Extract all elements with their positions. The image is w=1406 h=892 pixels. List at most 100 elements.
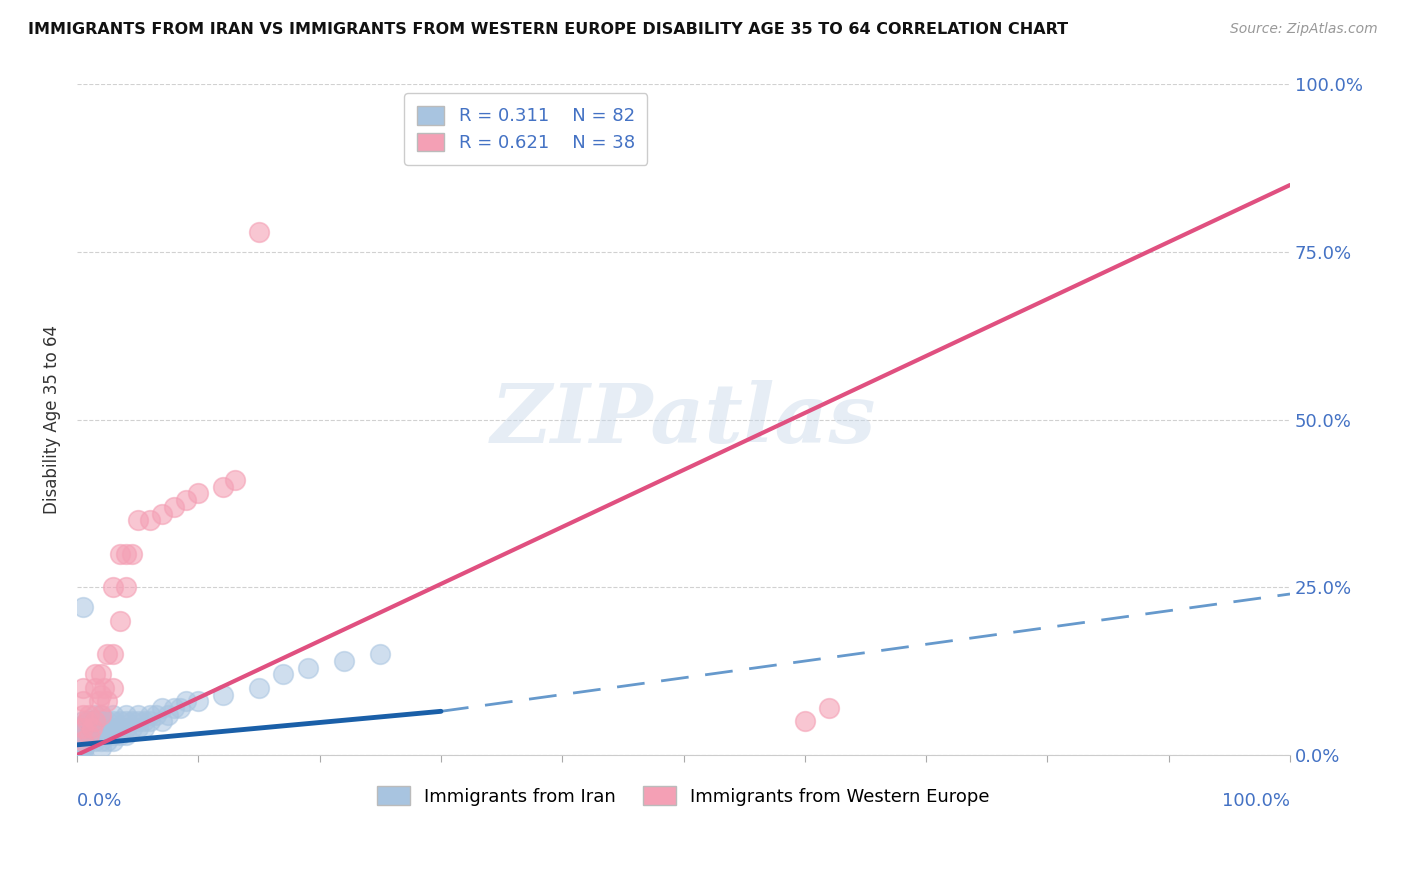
Point <box>87 728 110 742</box>
Point <box>80 721 103 735</box>
Point <box>84 681 107 695</box>
Point <box>818 701 841 715</box>
Point <box>93 681 115 695</box>
Point <box>103 734 125 748</box>
Text: IMMIGRANTS FROM IRAN VS IMMIGRANTS FROM WESTERN EUROPE DISABILITY AGE 35 TO 64 C: IMMIGRANTS FROM IRAN VS IMMIGRANTS FROM … <box>28 22 1069 37</box>
Point <box>150 507 173 521</box>
Point <box>90 688 112 702</box>
Point <box>114 547 136 561</box>
Point <box>90 721 112 735</box>
Point <box>87 714 110 729</box>
Point <box>211 688 233 702</box>
Point <box>72 739 94 754</box>
Point <box>108 614 131 628</box>
Point <box>72 738 94 752</box>
Point <box>108 714 131 729</box>
Point <box>72 745 94 759</box>
Point <box>72 731 94 746</box>
Point <box>84 728 107 742</box>
Point <box>84 714 107 729</box>
Point <box>224 473 246 487</box>
Point <box>96 648 118 662</box>
Point <box>72 681 94 695</box>
Point <box>80 721 103 735</box>
Point <box>90 728 112 742</box>
Point <box>96 734 118 748</box>
Point <box>211 480 233 494</box>
Point <box>72 734 94 748</box>
Point <box>84 707 107 722</box>
Point <box>77 707 100 722</box>
Point <box>72 694 94 708</box>
Point <box>114 714 136 729</box>
Point <box>90 707 112 722</box>
Point <box>114 721 136 735</box>
Point <box>96 728 118 742</box>
Point <box>72 743 94 757</box>
Point <box>96 714 118 729</box>
Point <box>90 707 112 722</box>
Point <box>145 707 167 722</box>
Point <box>169 701 191 715</box>
Point <box>72 714 94 729</box>
Point <box>139 513 162 527</box>
Point <box>72 721 94 735</box>
Point <box>93 728 115 742</box>
Point <box>127 513 149 527</box>
Point <box>72 734 94 748</box>
Point <box>333 654 356 668</box>
Point <box>77 734 100 748</box>
Point <box>103 681 125 695</box>
Point <box>84 721 107 735</box>
Point <box>84 734 107 748</box>
Point <box>793 714 815 729</box>
Point <box>127 707 149 722</box>
Text: ZIPatlas: ZIPatlas <box>491 380 876 459</box>
Point <box>187 694 209 708</box>
Point <box>72 731 94 746</box>
Point <box>121 721 143 735</box>
Point <box>370 648 392 662</box>
Point <box>72 721 94 735</box>
Point <box>132 714 155 729</box>
Point <box>108 728 131 742</box>
Point <box>103 648 125 662</box>
Point <box>77 721 100 735</box>
Point <box>121 714 143 729</box>
Point <box>76 714 98 729</box>
Point <box>174 493 197 508</box>
Point <box>103 714 125 729</box>
Point <box>127 721 149 735</box>
Point <box>297 661 319 675</box>
Point <box>139 714 162 729</box>
Point <box>84 714 107 729</box>
Point <box>114 580 136 594</box>
Point <box>72 734 94 748</box>
Text: 100.0%: 100.0% <box>1222 792 1291 810</box>
Point <box>103 580 125 594</box>
Point <box>157 707 180 722</box>
Point <box>108 721 131 735</box>
Point <box>132 721 155 735</box>
Point <box>77 728 100 742</box>
Point <box>108 547 131 561</box>
Point <box>72 736 94 750</box>
Point <box>76 728 98 742</box>
Point <box>163 500 186 514</box>
Point <box>87 694 110 708</box>
Point <box>72 600 94 615</box>
Point <box>150 714 173 729</box>
Point <box>103 707 125 722</box>
Text: Source: ZipAtlas.com: Source: ZipAtlas.com <box>1230 22 1378 37</box>
Point <box>80 714 103 729</box>
Point <box>72 717 94 731</box>
Point <box>103 728 125 742</box>
Point <box>90 734 112 748</box>
Point <box>90 667 112 681</box>
Point <box>150 701 173 715</box>
Point <box>121 547 143 561</box>
Text: 0.0%: 0.0% <box>77 792 122 810</box>
Point <box>103 721 125 735</box>
Point <box>139 707 162 722</box>
Point <box>247 681 270 695</box>
